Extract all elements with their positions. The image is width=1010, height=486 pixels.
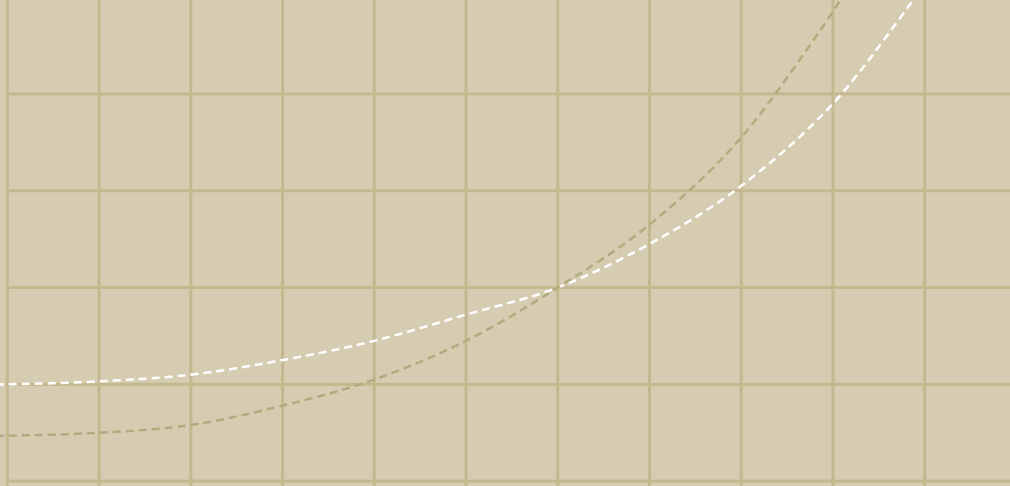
series-line-1 [0,0,915,386]
series-lines [0,0,915,438]
series-line-2 [0,0,842,438]
gridlines [5,0,1010,486]
